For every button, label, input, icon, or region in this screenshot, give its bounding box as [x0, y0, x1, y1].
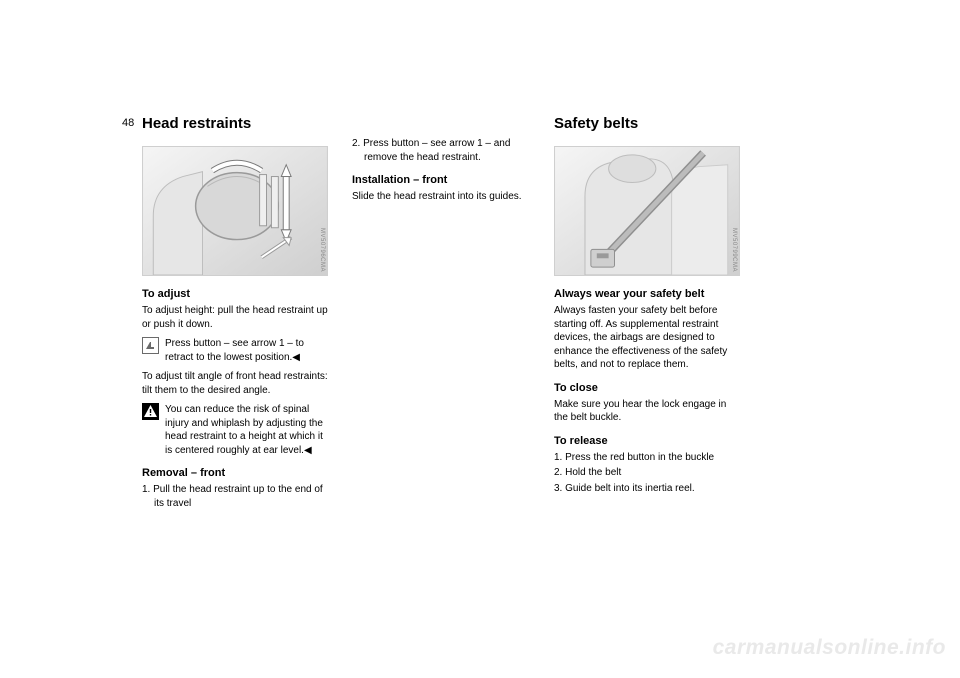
heading-removal-front: Removal – front	[142, 467, 330, 479]
figure-head-restraint: MV50796CMA	[142, 146, 328, 276]
heading-to-adjust: To adjust	[142, 288, 330, 300]
heading-installation-front: Installation – front	[352, 174, 532, 186]
note-press-button: Press button – see arrow 1 – to retract …	[142, 337, 330, 364]
figure-code: MV50799CMA	[731, 228, 737, 272]
heading-to-close: To close	[554, 382, 742, 394]
column-3: Safety belts	[554, 115, 742, 512]
spacer	[352, 115, 532, 137]
release-steps: 1. Press the red button in the buckle 2.…	[554, 451, 742, 496]
note-press-text: Press button – see arrow 1 – to retract …	[165, 337, 330, 364]
note-warning-text: You can reduce the risk of spinal injury…	[165, 403, 330, 457]
manual-page: 48 Head restraints	[0, 0, 960, 678]
release-step-3: 3. Guide belt into its inertia reel.	[554, 482, 742, 496]
text-adjust-height: To adjust height: pull the head restrain…	[142, 304, 330, 331]
watermark: carmanualsonline.info	[713, 636, 946, 660]
note-warning: You can reduce the risk of spinal injury…	[142, 403, 330, 457]
heading-always-wear: Always wear your safety belt	[554, 288, 742, 300]
release-step-1: 1. Press the red button in the buckle	[554, 451, 742, 465]
column-layout: Head restraints	[142, 115, 900, 512]
heading-to-release: To release	[554, 435, 742, 447]
end-mark: ◀	[292, 352, 300, 363]
heading-head-restraints: Head restraints	[142, 115, 330, 132]
release-step-2: 2. Hold the belt	[554, 466, 742, 480]
safety-belt-illustration	[555, 147, 739, 275]
note-press-body: Press button – see arrow 1 – to retract …	[165, 338, 304, 363]
info-hand-icon	[142, 337, 159, 354]
text-installation: Slide the head restraint into its guides…	[352, 190, 532, 204]
text-tilt-angle: To adjust tilt angle of front head restr…	[142, 370, 330, 397]
text-always-wear: Always fasten your safety belt before st…	[554, 304, 742, 372]
note-warning-body: You can reduce the risk of spinal injury…	[165, 404, 323, 456]
removal-step-1: 1. Pull the head restraint up to the end…	[142, 483, 330, 510]
column-1: Head restraints	[142, 115, 330, 512]
page-number: 48	[122, 117, 134, 129]
figure-safety-belt: MV50799CMA	[554, 146, 740, 276]
figure-code: MV50796CMA	[319, 228, 325, 272]
warning-icon	[142, 403, 159, 420]
removal-steps-cont: 2. Press button – see arrow 1 – and remo…	[352, 137, 532, 164]
text-to-close: Make sure you hear the lock engage in th…	[554, 398, 742, 425]
head-restraint-illustration	[143, 147, 327, 275]
removal-steps: 1. Pull the head restraint up to the end…	[142, 483, 330, 510]
removal-step-2: 2. Press button – see arrow 1 – and remo…	[352, 137, 532, 164]
heading-safety-belts: Safety belts	[554, 115, 742, 132]
column-2: 2. Press button – see arrow 1 – and remo…	[352, 115, 532, 512]
end-mark: ◀	[304, 445, 312, 456]
